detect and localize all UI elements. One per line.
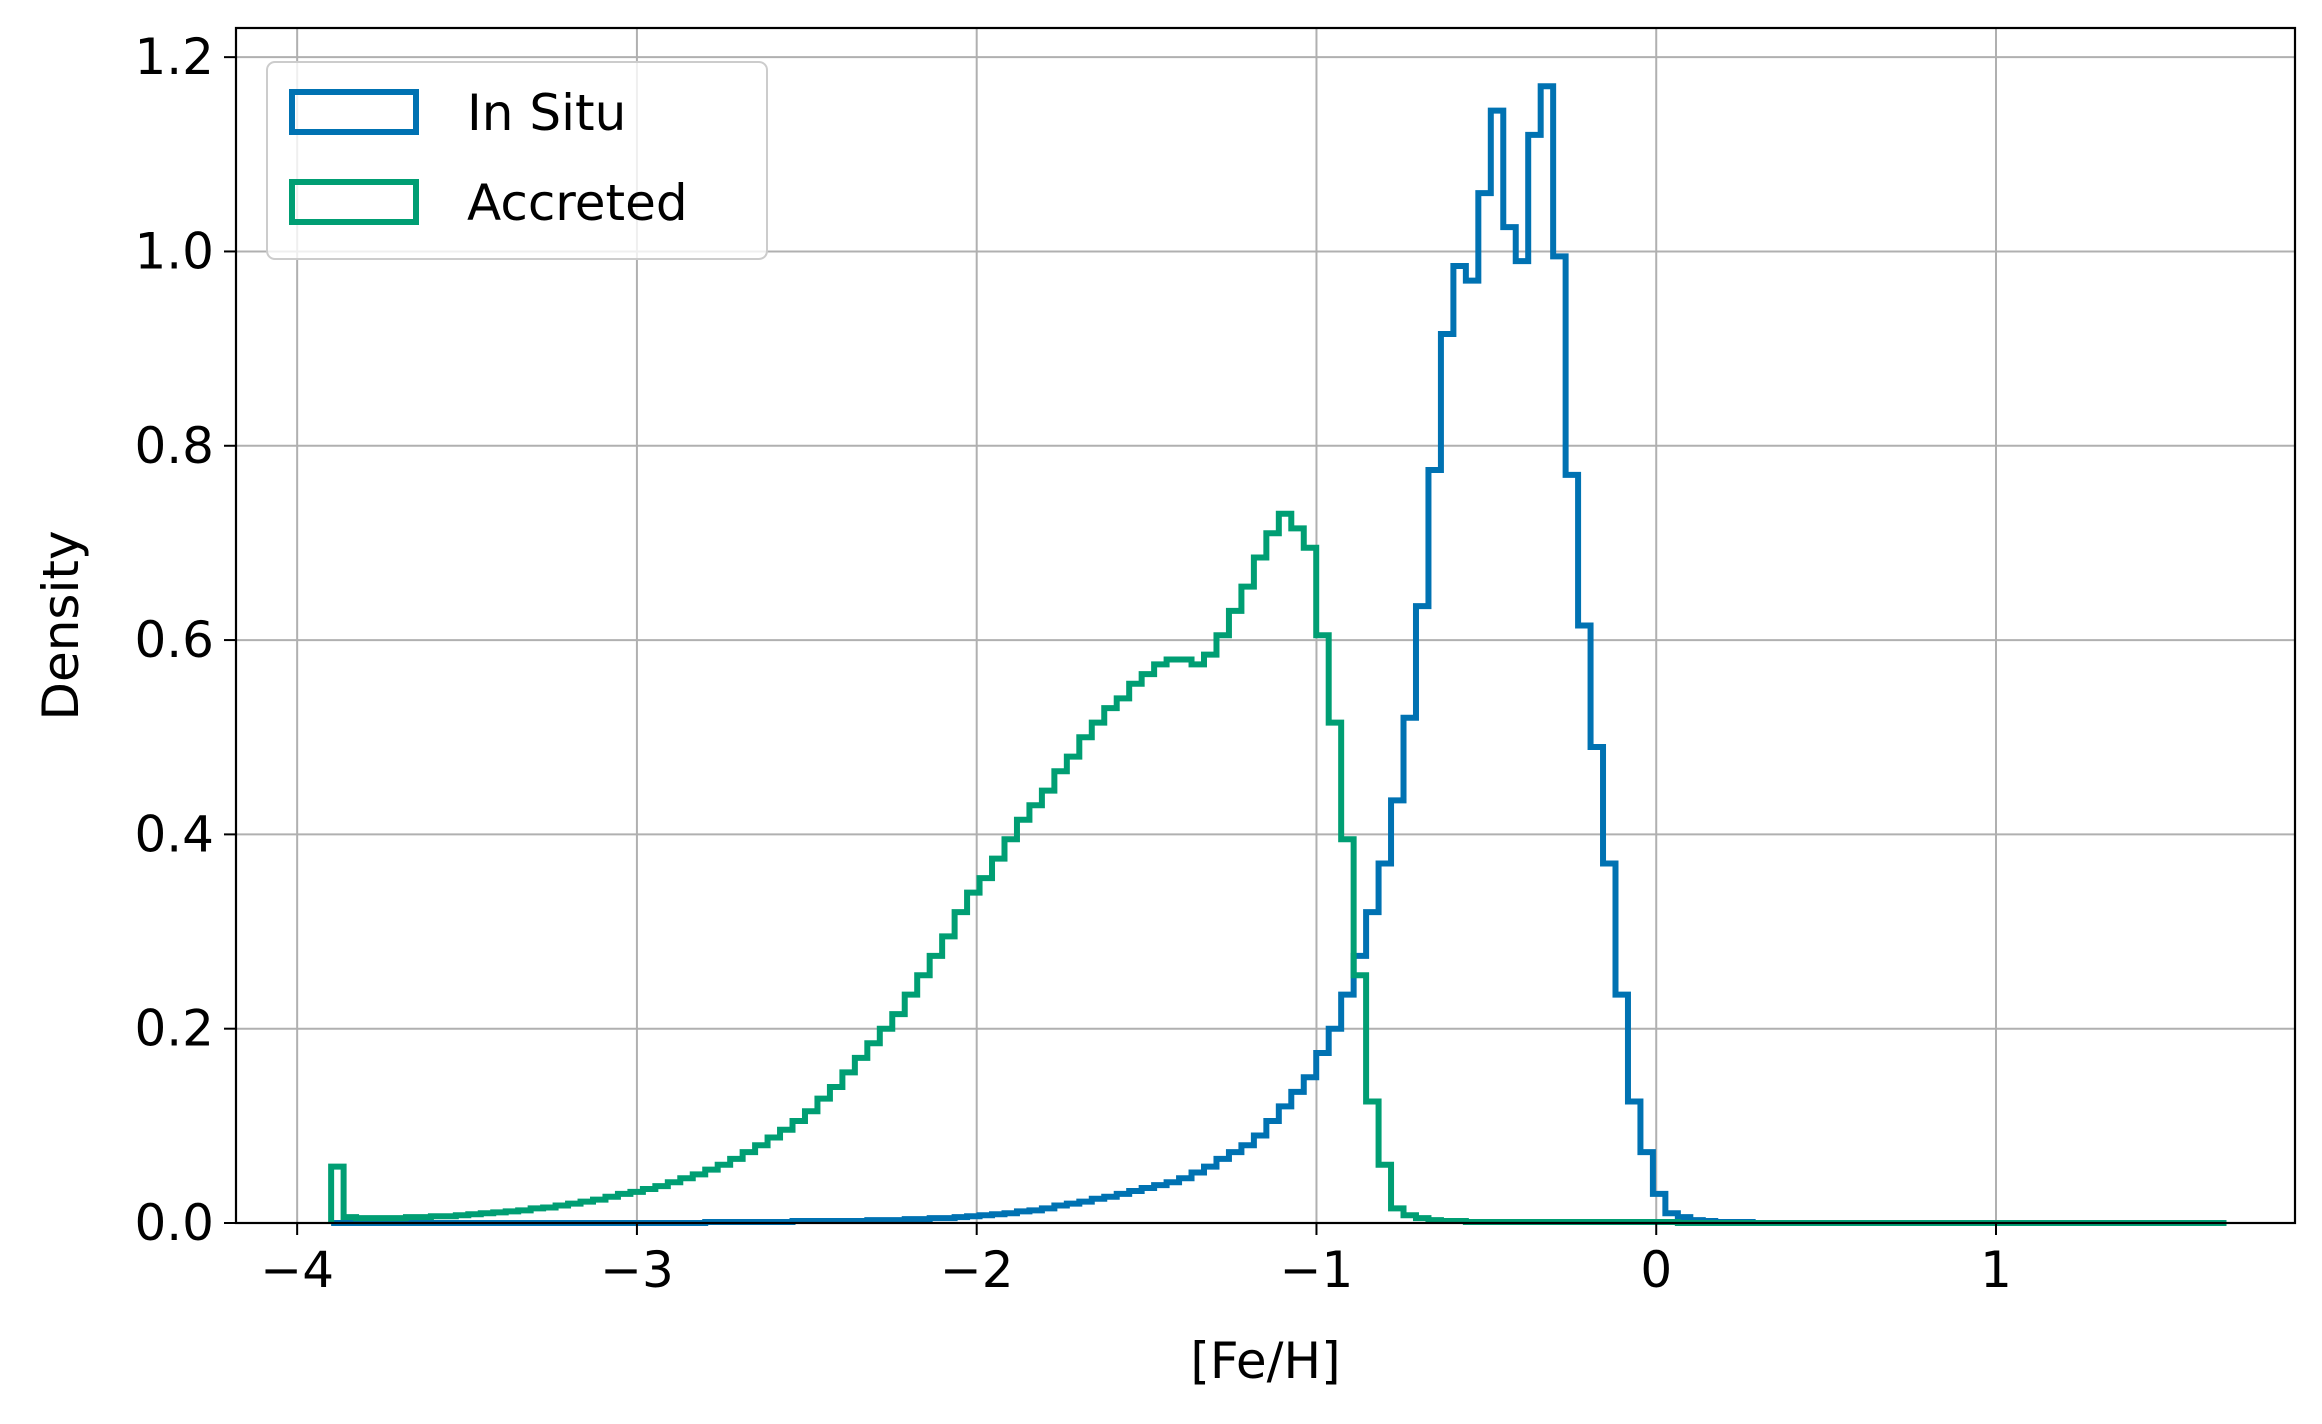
y-tick-label: 0.4 — [134, 805, 214, 863]
y-tick-label: 0.8 — [134, 417, 214, 475]
legend-label-in-situ: In Situ — [467, 84, 626, 142]
legend-swatch-in-situ — [289, 89, 419, 135]
x-tick-label: −1 — [1280, 1241, 1354, 1299]
x-tick-label: 0 — [1640, 1241, 1672, 1299]
x-tick-label: −3 — [600, 1241, 674, 1299]
x-tick-label: 1 — [1980, 1241, 2012, 1299]
legend-swatch-accreted — [289, 179, 419, 225]
legend: In Situ Accreted — [266, 61, 768, 260]
x-axis-label: [Fe/H] — [1190, 1332, 1340, 1390]
y-axis-label: Density — [32, 530, 90, 720]
y-tick-label: 0.0 — [134, 1194, 214, 1252]
y-tick-label: 0.2 — [134, 1000, 214, 1058]
axis-ticks: −4 −3 −2 −1 0 1 0.0 0.2 0.4 0.6 0.8 1.0 1.2 — [134, 28, 2011, 1299]
y-tick-label: 1.0 — [134, 222, 214, 280]
plot-frame — [234, 26, 2297, 1225]
y-tick-label: 0.6 — [134, 611, 214, 669]
legend-label-accreted: Accreted — [467, 174, 688, 232]
x-tick-label: −2 — [940, 1241, 1014, 1299]
y-tick-label: 1.2 — [134, 28, 214, 86]
x-tick-label: −4 — [260, 1241, 334, 1299]
legend-box — [266, 61, 768, 260]
